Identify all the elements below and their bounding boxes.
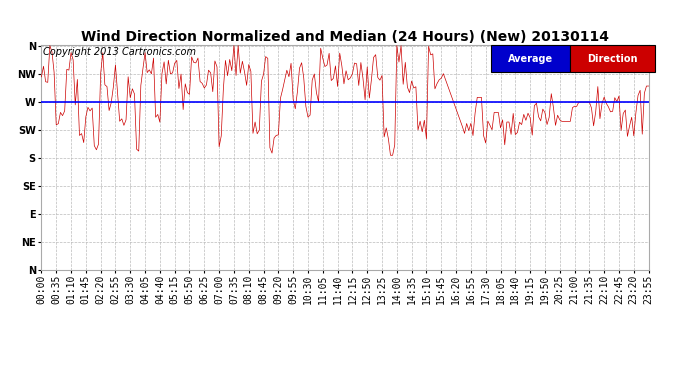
FancyBboxPatch shape: [570, 45, 655, 72]
Text: Direction: Direction: [587, 54, 638, 63]
Text: Average: Average: [508, 54, 553, 63]
Title: Wind Direction Normalized and Median (24 Hours) (New) 20130114: Wind Direction Normalized and Median (24…: [81, 30, 609, 44]
Text: Copyright 2013 Cartronics.com: Copyright 2013 Cartronics.com: [43, 47, 195, 57]
FancyBboxPatch shape: [491, 45, 570, 72]
